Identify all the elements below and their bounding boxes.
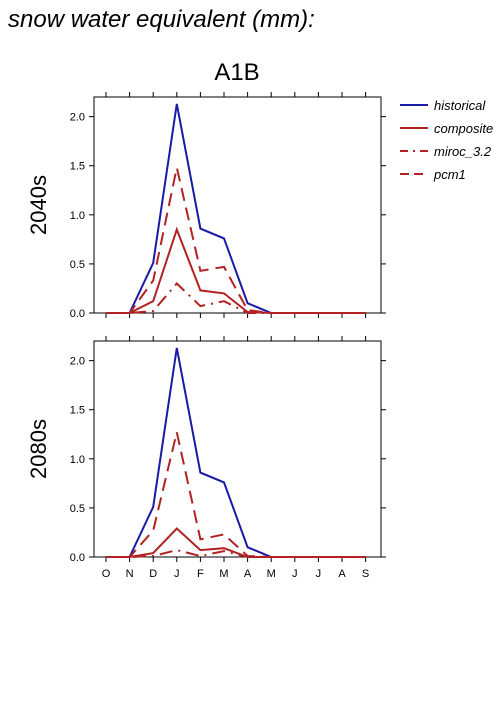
legend-item-miroc: miroc_3.2	[400, 144, 492, 159]
y-tick-label: 0.5	[70, 503, 85, 515]
y-tick-label: 0.0	[70, 552, 85, 564]
x-tick-label: A	[338, 568, 346, 580]
legend-label-miroc: miroc_3.2	[434, 144, 492, 159]
row-label: 2040s	[26, 175, 51, 235]
legend-item-historical: historical	[400, 98, 486, 113]
x-tick-label: D	[149, 568, 157, 580]
x-tick-label: A	[244, 568, 252, 580]
legend-item-pcm1: pcm1	[400, 167, 466, 182]
x-tick-label: S	[362, 568, 369, 580]
series-line-composite	[106, 527, 366, 558]
x-tick-label: M	[267, 568, 276, 580]
scenario-title: A1B	[214, 59, 259, 86]
series-line-pcm1	[106, 167, 366, 314]
x-tick-label: M	[219, 568, 228, 580]
x-tick-label: N	[126, 568, 134, 580]
y-tick-label: 0.0	[70, 308, 85, 320]
figure-title: snow water equivalent (mm):	[8, 6, 315, 33]
row-label: 2080s	[26, 419, 51, 479]
x-tick-label: J	[174, 568, 180, 580]
y-tick-label: 1.5	[70, 161, 85, 173]
y-tick-label: 1.0	[70, 454, 85, 466]
panel-2080s: 0.0 0.5 1.0 1.5 2.0 O N D J F M A M J J A S 2080s	[26, 336, 386, 580]
series-line-pcm1	[106, 432, 366, 558]
legend-item-composite: composite	[400, 121, 493, 136]
legend-label-historical: historical	[434, 98, 486, 113]
x-tick-label: J	[292, 568, 298, 580]
y-tick-label: 0.5	[70, 259, 85, 271]
y-tick-label: 2.0	[70, 112, 85, 124]
series-line-historical	[106, 347, 366, 558]
plot-frame	[93, 340, 382, 558]
x-tick-label: F	[197, 568, 204, 580]
legend-label-pcm1: pcm1	[433, 167, 466, 182]
y-tick-label: 2.0	[70, 356, 85, 368]
panel-2040s: 0.0 0.5 1.0 1.5 2.0 2040s	[26, 92, 386, 320]
y-tick-label: 1.5	[70, 405, 85, 417]
x-tick-label: O	[102, 568, 111, 580]
legend: historical composite miroc_3.2 pcm1	[400, 98, 493, 182]
x-tick-label: J	[316, 568, 322, 580]
legend-label-composite: composite	[434, 121, 493, 136]
series-line-historical	[106, 103, 366, 314]
y-tick-label: 1.0	[70, 210, 85, 222]
plot-frame	[93, 96, 382, 314]
